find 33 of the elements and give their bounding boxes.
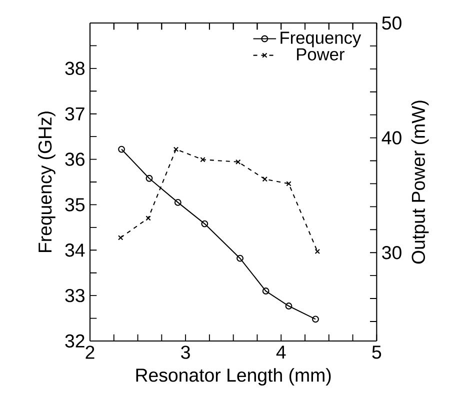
legend-label: Frequency xyxy=(280,32,362,48)
x-axis-title: Resonator Length (mm) xyxy=(136,368,331,386)
y2-tick-label: 30 xyxy=(382,246,402,260)
y2-axis-title: Output Power (mW) xyxy=(411,100,429,264)
y-tick-label: 36 xyxy=(65,152,84,166)
y2-tick-label: 50 xyxy=(382,16,402,30)
point xyxy=(146,216,151,221)
point xyxy=(236,159,241,165)
point xyxy=(285,302,292,310)
point xyxy=(262,176,268,182)
point xyxy=(201,220,208,228)
point xyxy=(118,235,124,240)
y-tick-label: 38 xyxy=(65,62,84,76)
x-tick-label: 3 xyxy=(181,346,190,359)
y-tick-label: 32 xyxy=(65,334,84,348)
y-axis-title: Frequency (GHz) xyxy=(38,112,56,252)
legend-label: Power xyxy=(297,48,344,60)
y-tick-label: 33 xyxy=(65,288,84,302)
x-tick-label: 2 xyxy=(86,346,94,359)
x-tick-label: 4 xyxy=(276,346,286,359)
point xyxy=(262,288,270,294)
point xyxy=(146,174,153,182)
y-tick-label: 37 xyxy=(65,107,84,120)
y-tick-label: 34 xyxy=(65,244,85,257)
point xyxy=(173,146,179,152)
point xyxy=(286,181,292,186)
point xyxy=(174,198,182,206)
x-tick-label: 5 xyxy=(372,346,382,359)
y2-tick-label: 40 xyxy=(382,131,402,144)
point xyxy=(314,248,320,254)
point xyxy=(236,254,244,262)
point xyxy=(200,157,206,162)
y-tick-label: 35 xyxy=(65,198,85,212)
